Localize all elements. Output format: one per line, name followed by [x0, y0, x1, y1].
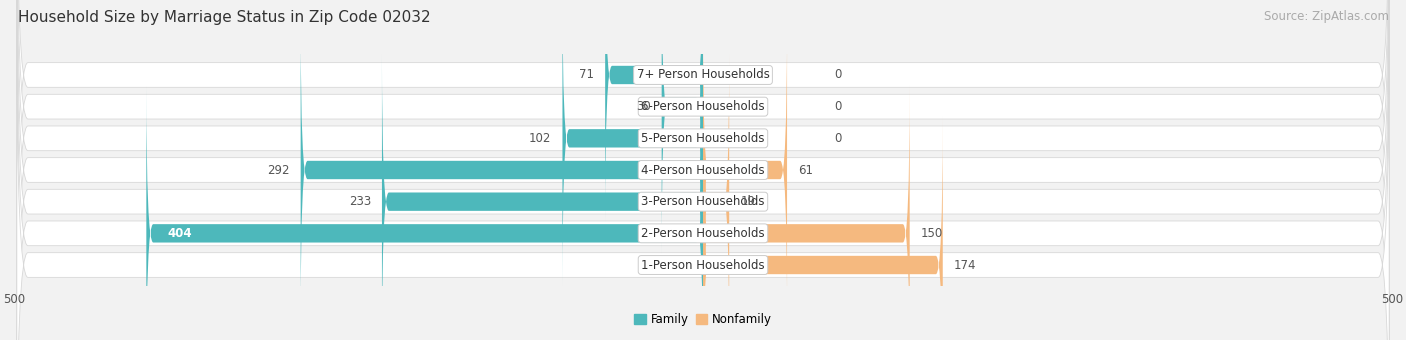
FancyBboxPatch shape	[703, 84, 910, 340]
Text: 61: 61	[799, 164, 813, 176]
Text: 6-Person Households: 6-Person Households	[641, 100, 765, 113]
FancyBboxPatch shape	[17, 24, 1389, 340]
Text: 102: 102	[529, 132, 551, 145]
FancyBboxPatch shape	[17, 0, 1389, 340]
FancyBboxPatch shape	[17, 0, 1389, 340]
Legend: Family, Nonfamily: Family, Nonfamily	[630, 308, 776, 330]
Text: 19: 19	[740, 195, 755, 208]
Text: 7+ Person Households: 7+ Person Households	[637, 68, 769, 82]
FancyBboxPatch shape	[17, 0, 1389, 316]
FancyBboxPatch shape	[703, 52, 730, 340]
FancyBboxPatch shape	[17, 0, 1389, 340]
Text: 0: 0	[834, 132, 841, 145]
Text: 30: 30	[636, 100, 651, 113]
FancyBboxPatch shape	[17, 0, 1389, 340]
FancyBboxPatch shape	[382, 52, 703, 340]
FancyBboxPatch shape	[301, 21, 703, 319]
Text: Source: ZipAtlas.com: Source: ZipAtlas.com	[1264, 10, 1389, 23]
Text: 5-Person Households: 5-Person Households	[641, 132, 765, 145]
Text: 3-Person Households: 3-Person Households	[641, 195, 765, 208]
FancyBboxPatch shape	[146, 84, 703, 340]
Text: 150: 150	[921, 227, 943, 240]
Text: 0: 0	[834, 68, 841, 82]
Text: 233: 233	[349, 195, 371, 208]
FancyBboxPatch shape	[562, 0, 703, 288]
Text: 0: 0	[834, 100, 841, 113]
FancyBboxPatch shape	[605, 0, 703, 224]
Text: 404: 404	[167, 227, 191, 240]
Text: 2-Person Households: 2-Person Households	[641, 227, 765, 240]
FancyBboxPatch shape	[662, 0, 703, 256]
Text: Household Size by Marriage Status in Zip Code 02032: Household Size by Marriage Status in Zip…	[18, 10, 430, 25]
FancyBboxPatch shape	[17, 0, 1389, 340]
Text: 174: 174	[953, 258, 976, 272]
Text: 4-Person Households: 4-Person Households	[641, 164, 765, 176]
Text: 1-Person Households: 1-Person Households	[641, 258, 765, 272]
FancyBboxPatch shape	[703, 116, 943, 340]
Text: 292: 292	[267, 164, 290, 176]
Text: 71: 71	[579, 68, 595, 82]
FancyBboxPatch shape	[703, 21, 787, 319]
